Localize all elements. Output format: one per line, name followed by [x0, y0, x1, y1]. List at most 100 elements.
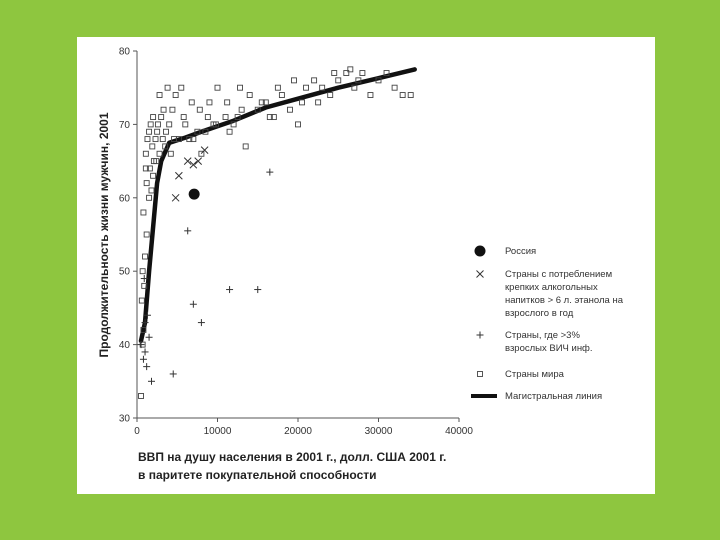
country-point: [159, 136, 166, 143]
country-point: [214, 84, 221, 91]
country-point: [383, 70, 390, 76]
country-point: [143, 231, 150, 238]
axes: [136, 51, 459, 419]
country-point: [224, 99, 231, 106]
country-point: [355, 77, 362, 84]
legend-x-marker: [476, 270, 484, 278]
country-point: [138, 393, 144, 399]
country-point: [198, 150, 205, 157]
hiv-country-point: [145, 333, 153, 341]
country-point: [254, 106, 261, 113]
country-point: [190, 136, 197, 143]
trend-line: [138, 67, 417, 344]
country-point: [149, 143, 156, 150]
data-marks: [137, 66, 417, 399]
country-point: [146, 165, 153, 172]
country-point: [367, 92, 374, 98]
country-point: [399, 92, 406, 98]
y-tick-label: 80: [119, 47, 131, 58]
country-point: [222, 114, 229, 121]
country-point: [156, 150, 163, 157]
hiv-country-point: [137, 341, 145, 349]
country-point: [407, 92, 414, 98]
x-tick-label: 10000: [204, 426, 232, 437]
country-point: [319, 84, 326, 91]
country-point: [146, 128, 153, 135]
legend-label: Магистральная линия: [505, 391, 602, 402]
hiv-country-point: [226, 286, 234, 294]
country-point: [266, 114, 273, 121]
country-point: [242, 143, 249, 150]
hiv-country-point: [184, 227, 192, 235]
country-point: [343, 70, 350, 76]
x-axis-title-line1: ВВП на душу населения в 2001 г., долл. С…: [138, 450, 446, 464]
x-stroke: [189, 160, 198, 169]
legend: Россия Страны с потреблением крепких алког…: [471, 245, 624, 402]
country-point: [295, 121, 301, 128]
country-point: [246, 92, 253, 98]
country-point: [180, 114, 187, 121]
country-point: [154, 121, 161, 128]
country-point: [204, 114, 211, 121]
country-point: [188, 99, 195, 106]
country-point: [262, 99, 269, 106]
legend-dot-marker: [474, 245, 486, 257]
x-stroke: [194, 157, 203, 165]
country-point: [150, 114, 157, 121]
country-point: [164, 84, 171, 91]
country-point: [158, 114, 165, 121]
country-point: [258, 99, 265, 106]
country-point: [237, 84, 243, 91]
country-point: [331, 70, 338, 76]
hiv-country-point: [266, 168, 274, 176]
hiv-country-point: [143, 363, 151, 371]
country-point: [144, 136, 151, 143]
country-point: [194, 128, 201, 135]
russia-point: [188, 188, 200, 200]
y-axis-title: Продолжительность жизни мужчин, 2001: [97, 112, 111, 357]
hiv-country-point: [254, 286, 262, 294]
country-point: [140, 209, 147, 216]
alcohol-country-point: [200, 146, 209, 154]
country-point: [138, 297, 145, 304]
country-point: [143, 180, 150, 187]
country-point: [162, 143, 169, 150]
country-point: [163, 128, 169, 135]
country-point: [139, 268, 146, 275]
country-point: [359, 70, 366, 76]
hiv-country-point: [141, 348, 149, 356]
country-point: [234, 114, 241, 121]
hiv-country-point: [143, 311, 151, 319]
country-point: [315, 99, 322, 106]
x-tick-label: 40000: [445, 426, 473, 437]
x-tick-label: 0: [134, 426, 140, 437]
legend-label: Страны, где >3%: [505, 330, 580, 341]
country-point: [196, 106, 203, 113]
hiv-country-point: [147, 377, 155, 385]
country-point: [278, 92, 285, 98]
legend-square-marker: [477, 371, 483, 377]
scatter-chart: 30 40 50 60 70 80 0 10000 20000 30000 40000 Продол…: [97, 47, 624, 483]
hiv-country-point: [197, 319, 205, 327]
tick-labels: 30 40 50 60 70 80 0 10000 20000 30000 40000: [119, 47, 473, 438]
x-stroke: [171, 193, 180, 202]
x-tick-label: 30000: [365, 426, 393, 437]
country-point: [140, 326, 147, 333]
hiv-country-point: [169, 370, 177, 378]
country-point: [150, 158, 157, 165]
country-point: [160, 106, 167, 113]
country-point: [171, 136, 177, 143]
country-point: [391, 84, 398, 91]
y-tick-label: 30: [119, 414, 131, 425]
country-point: [291, 77, 297, 84]
country-point: [152, 136, 159, 143]
country-point: [142, 165, 149, 172]
country-point: [154, 128, 161, 135]
alcohol-country-point: [171, 193, 180, 202]
x-stroke: [476, 270, 484, 278]
country-point: [230, 121, 237, 128]
country-point: [327, 92, 334, 98]
country-point: [274, 84, 281, 91]
alcohol-country-point: [194, 157, 203, 165]
country-point: [146, 194, 153, 201]
